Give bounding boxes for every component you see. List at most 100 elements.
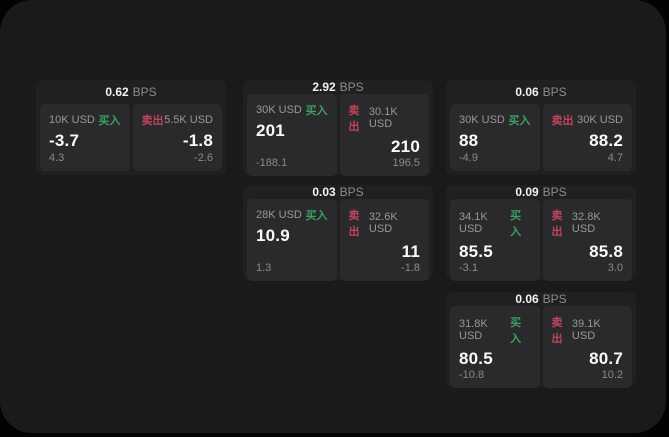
quote-card: 0.09 BPS 34.1K USD 买入 85.5 -3.1 卖出 32.8K… (446, 185, 636, 281)
buy-side-label: 买入 (510, 210, 522, 238)
sell-amount: 30K USD (577, 114, 623, 126)
buy-side-label: 买入 (98, 115, 121, 127)
buy-panel[interactable]: 10K USD 买入 -3.7 4.3 (40, 104, 130, 171)
buy-panel[interactable]: 30K USD 买入 88 -4.9 (450, 104, 540, 171)
buy-amount: 31.8K USD (459, 318, 488, 342)
bps-unit-label: BPS (542, 185, 567, 199)
sell-price: 210 (391, 137, 420, 156)
buy-delta: -10.8 (459, 369, 485, 381)
sell-side-label: 卖出 (141, 115, 164, 127)
quote-panels: 30K USD 买入 88 -4.9 卖出 30K USD 88.2 4.7 (450, 104, 632, 171)
buy-side-label: 买入 (305, 210, 328, 222)
buy-price: 88 (459, 131, 479, 150)
buy-panel[interactable]: 34.1K USD 买入 85.5 -3.1 (450, 199, 540, 281)
buy-delta: 1.3 (256, 262, 272, 274)
sell-delta: 4.7 (607, 152, 623, 164)
bps-unit-label: BPS (132, 85, 157, 99)
bps-value: 0.06 (515, 292, 539, 306)
buy-amount: 34.1K USD (459, 211, 488, 235)
sell-panel-top: 卖出 32.6K USD (349, 207, 421, 239)
bps-header: 0.03 BPS (243, 185, 433, 199)
buy-price: 85.5 (459, 242, 493, 261)
bps-header: 0.06 BPS (446, 292, 636, 306)
buy-panel-top: 34.1K USD 买入 (459, 207, 531, 239)
buy-panel-top: 30K USD 买入 (459, 112, 531, 128)
bps-value: 0.03 (312, 185, 336, 199)
buy-side-label: 买入 (510, 317, 522, 345)
sell-side-label: 卖出 (348, 105, 360, 133)
bps-value: 0.62 (105, 85, 129, 99)
sell-amount: 32.8K USD (571, 211, 601, 235)
sell-side-label: 卖出 (551, 210, 563, 238)
sell-side-label: 卖出 (551, 317, 563, 345)
buy-panel[interactable]: 31.8K USD 买入 80.5 -10.8 (450, 306, 540, 388)
buy-amount: 28K USD (256, 209, 302, 221)
sell-amount: 30.1K USD (368, 106, 398, 130)
sell-delta: -2.6 (194, 152, 213, 164)
sell-amount: 39.1K USD (571, 318, 601, 342)
quote-card: 0.03 BPS 28K USD 买入 10.9 1.3 卖出 32.6K US… (243, 185, 433, 281)
buy-delta: -3.1 (459, 262, 478, 274)
sell-delta: 10.2 (601, 369, 623, 381)
bps-value: 0.09 (515, 185, 539, 199)
sell-panel[interactable]: 卖出 39.1K USD 80.7 10.2 (542, 306, 632, 388)
bps-value: 0.06 (515, 85, 539, 99)
sell-panel-top: 卖出 30.1K USD (349, 102, 421, 134)
quote-card: 0.06 BPS 31.8K USD 买入 80.5 -10.8 卖出 39.1… (446, 292, 636, 388)
sell-delta: 3.0 (607, 262, 623, 274)
bps-header: 0.06 BPS (446, 80, 636, 104)
bps-value: 2.92 (312, 80, 336, 94)
sell-panel[interactable]: 卖出 32.8K USD 85.8 3.0 (542, 199, 632, 281)
buy-price: 10.9 (256, 226, 290, 245)
sell-panel[interactable]: 卖出 32.6K USD 11 -1.8 (339, 199, 429, 281)
quote-card: 2.92 BPS 30K USD 买入 201 -188.1 卖出 30.1K … (243, 80, 433, 176)
sell-panel-top: 卖出 30K USD (552, 112, 624, 128)
quote-panels: 10K USD 买入 -3.7 4.3 卖出 5.5K USD -1.8 -2.… (40, 104, 222, 171)
sell-amount: 32.6K USD (368, 211, 398, 235)
buy-delta: 4.3 (49, 152, 65, 164)
buy-amount: 30K USD (256, 104, 302, 116)
buy-amount: 10K USD (49, 114, 95, 126)
bps-header: 0.62 BPS (36, 80, 226, 104)
bps-unit-label: BPS (542, 85, 567, 99)
buy-panel[interactable]: 30K USD 买入 201 -188.1 (247, 94, 337, 176)
sell-panel-top: 卖出 32.8K USD (552, 207, 624, 239)
sell-delta: -1.8 (401, 262, 420, 274)
quote-panels: 34.1K USD 买入 85.5 -3.1 卖出 32.8K USD 85.8… (450, 199, 632, 281)
bps-unit-label: BPS (339, 80, 364, 94)
quote-card: 0.62 BPS 10K USD 买入 -3.7 4.3 卖出 5.5K USD… (36, 80, 226, 175)
buy-delta: -188.1 (256, 157, 288, 169)
buy-side-label: 买入 (305, 105, 328, 117)
sell-price: 11 (401, 242, 420, 261)
sell-amount: 5.5K USD (164, 114, 213, 126)
sell-price: -1.8 (182, 131, 213, 150)
sell-panel[interactable]: 卖出 30K USD 88.2 4.7 (542, 104, 632, 171)
sell-side-label: 卖出 (551, 115, 574, 127)
sell-delta: 196.5 (392, 157, 420, 169)
buy-price: 80.5 (459, 349, 493, 368)
sell-side-label: 卖出 (348, 210, 360, 238)
buy-panel-top: 30K USD 买入 (256, 102, 328, 118)
buy-panel-top: 10K USD 买入 (49, 112, 121, 128)
buy-panel-top: 28K USD 买入 (256, 207, 328, 223)
sell-panel[interactable]: 卖出 30.1K USD 210 196.5 (339, 94, 429, 176)
bps-unit-label: BPS (542, 292, 567, 306)
buy-panel-top: 31.8K USD 买入 (459, 314, 531, 346)
quote-card: 0.06 BPS 30K USD 买入 88 -4.9 卖出 30K USD 8… (446, 80, 636, 175)
bps-unit-label: BPS (339, 185, 364, 199)
sell-panel-top: 卖出 39.1K USD (552, 314, 624, 346)
sell-panel[interactable]: 卖出 5.5K USD -1.8 -2.6 (132, 104, 222, 171)
sell-panel-top: 卖出 5.5K USD (142, 112, 214, 128)
sell-price: 80.7 (589, 349, 623, 368)
buy-side-label: 买入 (508, 115, 531, 127)
quote-panels: 30K USD 买入 201 -188.1 卖出 30.1K USD 210 1… (247, 94, 429, 176)
buy-panel[interactable]: 28K USD 买入 10.9 1.3 (247, 199, 337, 281)
sell-price: 88.2 (589, 131, 623, 150)
sell-price: 85.8 (589, 242, 623, 261)
bps-header: 0.09 BPS (446, 185, 636, 199)
quote-panels: 28K USD 买入 10.9 1.3 卖出 32.6K USD 11 -1.8 (247, 199, 429, 281)
buy-delta: -4.9 (459, 152, 478, 164)
quote-panels: 31.8K USD 买入 80.5 -10.8 卖出 39.1K USD 80.… (450, 306, 632, 388)
bps-header: 2.92 BPS (243, 80, 433, 94)
